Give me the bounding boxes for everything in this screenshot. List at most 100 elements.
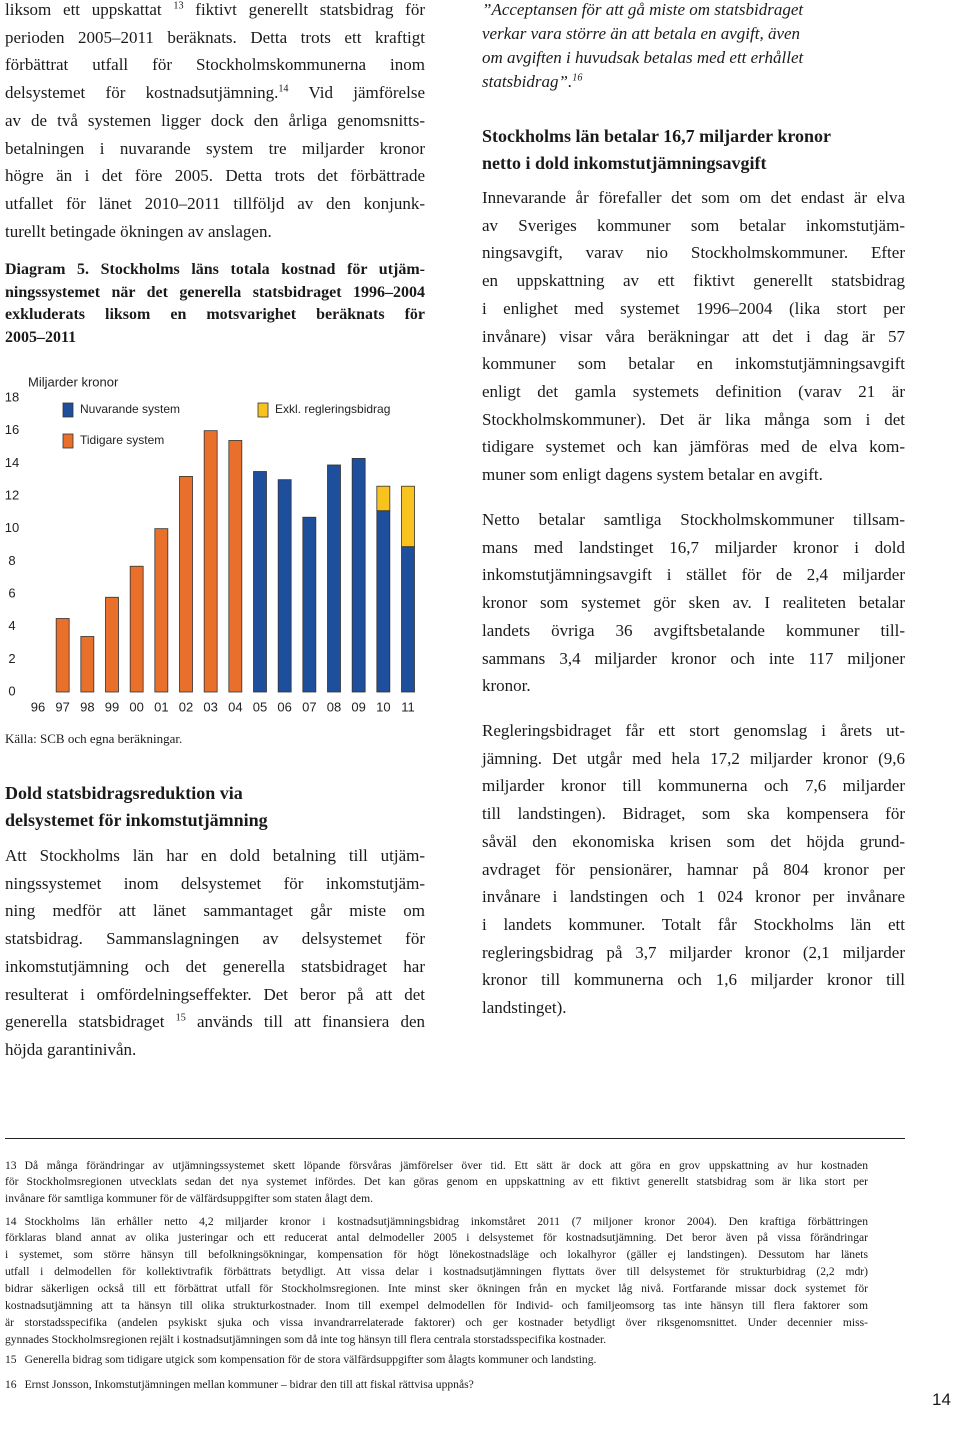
x-tick-label: 10	[376, 699, 390, 714]
text-line: Att Stockholms län har en dold betalning…	[5, 846, 425, 865]
text-line: invånare) visar våra beräkningar att det…	[482, 326, 905, 346]
text-line: Innevarande år förefaller det som om det…	[482, 188, 905, 207]
bar	[401, 485, 415, 548]
text-line: exkluderats liksom en motsvarighet beräk…	[5, 306, 425, 323]
footnote-text: Stockholms län erhåller netto 4,2 miljar…	[24, 1214, 868, 1228]
footnote-text: Generella bidrag som tidigare utgick som…	[24, 1353, 597, 1366]
text-run: liksom ett uppskattat	[5, 0, 174, 19]
text-run: delsystemet för kostnadsutjämning.	[5, 83, 279, 103]
bar	[401, 546, 415, 693]
text-line: perioden 2005–2011 beräknats. Detta trot…	[5, 27, 425, 47]
y-tick-label: 10	[5, 520, 19, 535]
text-line: till landstingen). Bidraget, som ska kom…	[482, 804, 905, 824]
bar	[302, 516, 317, 693]
text-line: ningsavgift, varav nio Stockholmskommune…	[482, 243, 905, 263]
y-tick-label: 18	[5, 389, 19, 404]
text-line: såväl den ekonomiska krisen som det höjd…	[482, 831, 905, 851]
bar	[253, 471, 267, 693]
x-tick-label: 98	[80, 699, 94, 714]
text-line: netto i dold inkomstutjämningsavgift	[482, 153, 767, 173]
text-line: resulterat i omfördelningseffekter. Det …	[5, 984, 425, 1004]
footnote: 14 Stockholms län erhåller netto 4,2 milj…	[5, 1214, 868, 1349]
bar	[179, 475, 193, 693]
y-axis-label: Miljarder kronor	[28, 374, 119, 389]
footnote-ref: 14	[278, 83, 289, 95]
footnote-text: Ernst Jonsson, Inkomstutjämningen mellan…	[24, 1378, 474, 1391]
chart-source: Källa: SCB och egna beräkningar.	[5, 731, 183, 746]
footnote: 13 Då många förändringar av utjämningssys…	[5, 1158, 868, 1209]
text-line: av de två systemen ligger dock den årlig…	[5, 110, 425, 130]
text-line: muner som enligt dagens system betalar e…	[482, 465, 823, 485]
text-line: förklaras bland annat av olika justering…	[5, 1230, 868, 1247]
x-tick-label: 01	[154, 699, 168, 714]
text-line: Diagram 5. Stockholms läns totala kostna…	[5, 261, 425, 278]
bar	[80, 636, 95, 693]
legend-swatch	[62, 433, 74, 449]
x-tick-label: 06	[277, 699, 291, 714]
footnote-ref: 16	[572, 72, 583, 84]
text-line: gynnades Stockholmsregionen rejält i kos…	[5, 1332, 868, 1349]
paragraph: liksom ett uppskattat 13 fiktivt generel…	[5, 0, 425, 245]
x-tick-label: 00	[129, 699, 143, 714]
section-heading: Dold statsbidragsreduktion via delsysteme…	[5, 780, 425, 834]
text-line: enligt det gamla systemets definition (v…	[482, 381, 905, 401]
text-line: kommuner som betalar en inkomstutjämning…	[482, 354, 905, 374]
legend-label: Nuvarande system	[80, 402, 180, 416]
text-line: inkomstutjämningsavgift i stället för de…	[482, 565, 905, 585]
x-tick-label: 11	[401, 699, 415, 714]
text-line: kronor som systemet gör sken av. I reali…	[482, 593, 905, 613]
text-run: generella statsbidraget	[5, 1012, 176, 1032]
paragraph: Att Stockholms län har en dold betalning…	[5, 842, 425, 1064]
text-run: statsbidrag”.	[482, 72, 573, 91]
footnote-text: i systemet, som större hänsyn till befol…	[5, 1248, 868, 1262]
bar	[228, 440, 243, 693]
text-line: höjda garantinivån.	[5, 1039, 137, 1059]
text-line: jämning. Det utgår med hela 17,2 miljard…	[482, 748, 905, 768]
x-tick-label: 04	[228, 699, 242, 714]
footnote-text: förklaras bland annat av olika justering…	[5, 1231, 868, 1245]
text-line: invånare i landstingen och 1 024 kronor …	[482, 887, 905, 907]
footnote-separator	[5, 1138, 905, 1139]
text-line: betalningen i nuvarande system tre milja…	[5, 138, 425, 158]
x-tick-label: 05	[253, 699, 267, 714]
legend-label: Exkl. regleringsbidrag	[275, 402, 390, 416]
y-tick-label: 14	[5, 455, 19, 470]
y-tick-label: 16	[5, 422, 19, 437]
legend-swatch	[62, 402, 74, 418]
y-tick-label: 6	[8, 585, 15, 600]
text-line: statsbidrag”.16	[482, 70, 905, 94]
text-line: delsystemet för inkomstutjämning	[5, 810, 268, 830]
footnote-text: invånare för samtliga kommuner för de vä…	[5, 1192, 373, 1206]
text-line: kronor till kommunerna och 1,6 miljarder…	[482, 970, 905, 990]
text-line: delsystemet för kostnadsutjämning.14 Vid…	[5, 79, 425, 107]
text-line: statsbidrag. Sammanslagningen av delsyst…	[5, 929, 425, 949]
text-line: turellt betingade ökningen av anslagen.	[5, 221, 272, 241]
text-line: 2005–2011	[5, 328, 77, 346]
bar	[376, 485, 391, 512]
footnote: 15 Generella bidrag som tidigare utgick s…	[5, 1352, 868, 1369]
text-line: ”Acceptansen för att gå miste om statsbi…	[482, 0, 804, 19]
text-line: utfallet för länet 2010–2011 tillföljd a…	[5, 193, 425, 213]
text-line: generella statsbidraget 15 används till …	[5, 1008, 425, 1036]
bar	[351, 458, 366, 693]
text-line: Stockholms län betalar 16,7 miljarder kr…	[482, 126, 832, 146]
footnote-text: kostnadsutjämning att ta hänsyn till oli…	[5, 1299, 868, 1313]
text-line: tidigare systemet och kan jämföras med d…	[482, 437, 905, 457]
bar	[154, 528, 169, 693]
text-line: förbättrat utfall för Stockholmskommuner…	[5, 55, 425, 75]
text-line: högre än i det före 2005. Detta trots de…	[5, 166, 425, 186]
y-tick-label: 8	[8, 553, 15, 568]
paragraph: Regleringsbidraget får ett stort genomsl…	[482, 717, 905, 1022]
x-tick-label: 07	[302, 699, 316, 714]
footnote-text: är storstadsspecifika (andelen psykiskt …	[5, 1315, 868, 1329]
text-line: ning medför att länet sammantaget går mi…	[5, 901, 425, 921]
footnote: 16 Ernst Jonsson, Inkomstutjämningen mell…	[5, 1377, 868, 1394]
y-tick-label: 4	[8, 618, 15, 633]
x-tick-label: 03	[203, 699, 217, 714]
text-line: 16 Ernst Jonsson, Inkomstutjämningen mell…	[5, 1377, 868, 1394]
bar	[376, 510, 391, 693]
text-line: ningssystemet när det generella statsbid…	[5, 283, 425, 301]
text-run: Vid jämförelse	[288, 83, 425, 103]
